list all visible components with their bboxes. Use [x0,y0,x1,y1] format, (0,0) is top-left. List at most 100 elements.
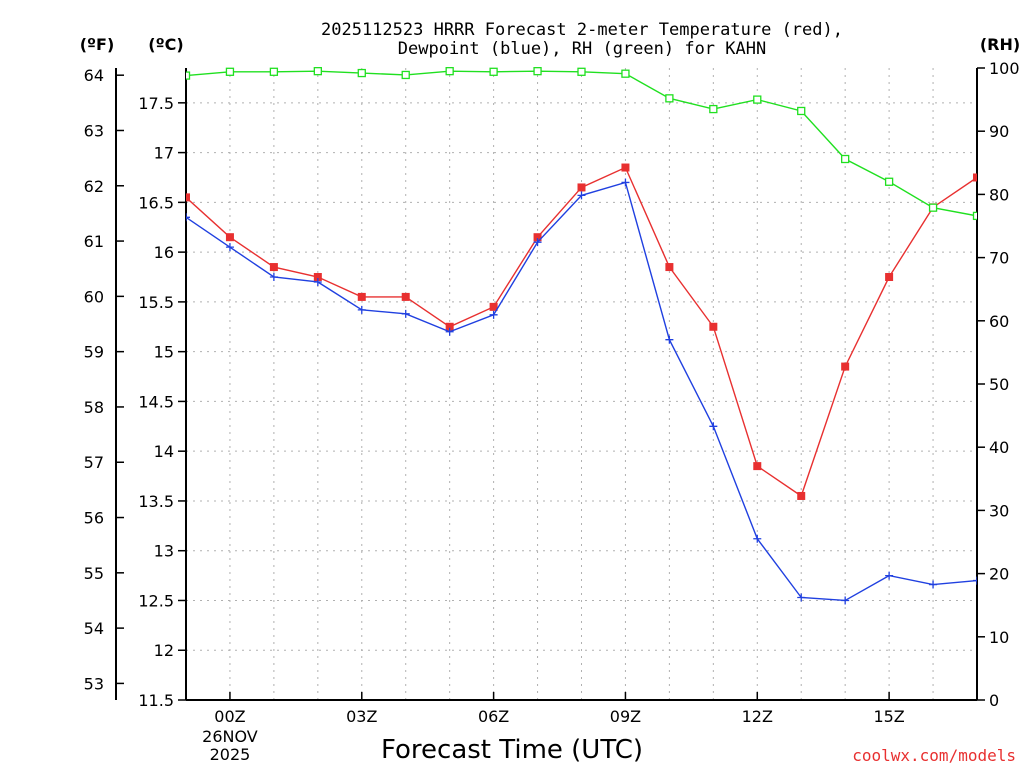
right-axis-rh-unit: (RH) [980,35,1020,54]
dewpoint-point [709,422,718,431]
x-tick-label: 09Z [610,707,641,726]
dewpoint-point [357,305,366,314]
rh-tick-label: 90 [989,122,1009,141]
credit-text: coolwx.com/models [852,746,1016,765]
rh-series [186,67,977,221]
dewpoint-point [841,596,850,605]
temperature-point [841,362,850,371]
fahrenheit-tick-label: 59 [84,343,104,362]
rh-tick-label: 20 [989,565,1009,584]
temperature-point [709,322,718,331]
temperature-point [753,462,762,471]
x-tick-label: 03Z [346,707,377,726]
rh-point [533,67,542,76]
temperature-point [269,263,278,272]
series-group [186,67,977,605]
temperature-point [797,491,806,500]
fahrenheit-tick-label: 62 [84,177,104,196]
celsius-tick-label: 14 [154,442,174,461]
dewpoint-point [269,273,278,282]
temperature-point [489,302,498,311]
rh-point [928,203,938,212]
dewpoint-point [621,178,630,187]
celsius-tick-label: 12 [154,641,174,660]
x-axis-label: Forecast Time (UTC) [381,735,643,765]
dewpoint-point [577,191,586,200]
celsius-tick-label: 11.5 [138,691,174,710]
fahrenheit-tick-label: 61 [84,232,104,251]
chart-title-line1: 2025112523 HRRR Forecast 2-meter Tempera… [321,20,843,40]
left-axis-celsius-unit: (ºC) [148,35,183,54]
axes: 11.5 12 12.5 13 13.5 14 14.5 15 15.5 16 16.5 17 17.5… [84,59,1020,764]
rh-tick-label: 0 [989,691,999,710]
rh-tick-label: 50 [989,375,1009,394]
rh-point [401,70,410,80]
rh-point [225,67,235,76]
dewpoint-series [186,178,977,605]
celsius-tick-label: 15 [154,343,174,362]
fahrenheit-tick-label: 60 [84,287,104,306]
temperature-point [973,173,977,182]
fahrenheit-tick-label: 57 [84,453,104,472]
dewpoint-point [445,327,454,336]
x-tick-label: 12Z [742,707,773,726]
dewpoint-point [186,213,190,222]
x-tick-label: 15Z [873,707,904,726]
fahrenheit-tick-label: 53 [84,674,104,693]
left-axis-fahrenheit-unit: (ºF) [80,35,115,54]
temperature-point [186,193,190,202]
rh-point [269,67,279,76]
dewpoint-point [533,238,542,247]
rh-tick-label: 60 [989,312,1009,331]
dewpoint-point [401,309,410,318]
celsius-tick-label: 13 [154,542,174,561]
temperature-point [225,233,234,242]
rh-point [577,67,586,76]
temperature-point [621,163,630,172]
rh-point [313,67,322,76]
rh-point [489,67,498,76]
rh-point [709,104,718,114]
temperature-point [665,263,674,272]
celsius-tick-label: 15.5 [138,293,174,312]
temperature-point [313,273,322,282]
rh-point [186,71,191,80]
x-tick-label: 06Z [478,707,509,726]
rh-tick-label: 70 [989,249,1009,268]
rh-tick-label: 80 [989,185,1009,204]
temperature-point [577,183,586,192]
dewpoint-point [489,310,498,319]
rh-tick-label: 40 [989,438,1009,457]
dewpoint-point [885,571,894,580]
rh-point [621,69,630,78]
fahrenheit-tick-label: 56 [84,509,104,528]
x-tick-year-label: 2025 [210,745,251,764]
celsius-tick-label: 16 [154,243,174,262]
chart-title-line2: Dewpoint (blue), RH (green) for KAHN [398,39,766,59]
celsius-tick-label: 12.5 [138,591,174,610]
x-tick-label: 00Z [214,707,245,726]
dewpoint-point [797,593,806,602]
fahrenheit-tick-label: 55 [84,564,104,583]
dewpoint-point [225,243,234,252]
rh-point [972,211,977,221]
fahrenheit-tick-label: 54 [84,619,104,638]
dewpoint-point [665,335,674,344]
temperature-point [445,322,454,331]
fahrenheit-tick-label: 58 [84,398,104,417]
celsius-tick-label: 17 [154,144,174,163]
temperature-point [885,273,894,282]
rh-point [753,95,762,104]
fahrenheit-tick-label: 63 [84,121,104,140]
rh-point [884,177,894,186]
dewpoint-point [929,580,938,589]
dewpoint-point [973,576,977,585]
temperature-point [357,292,366,301]
temperature-series [186,163,977,500]
celsius-tick-label: 14.5 [138,392,174,411]
rh-point [665,94,674,103]
celsius-tick-label: 16.5 [138,193,174,212]
dewpoint-point [753,534,762,543]
rh-point [841,154,850,164]
